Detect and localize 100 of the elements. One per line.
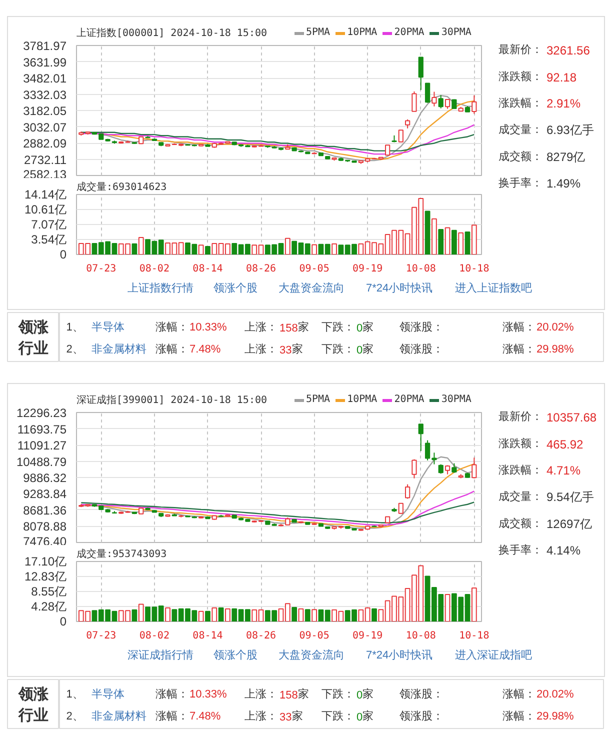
text: 成交额： xyxy=(498,516,542,530)
text: 6.93亿手 xyxy=(546,123,594,138)
chart-title: 深证成指[399001] 2024-10-18 15:00 xyxy=(76,394,268,406)
text: 下跌： xyxy=(322,344,354,356)
bar xyxy=(132,243,138,254)
text: 进入上证指数吧 xyxy=(455,282,532,294)
text: 领涨股： xyxy=(400,688,444,700)
y-tick-label: 8681.36 xyxy=(23,504,67,518)
bar xyxy=(225,608,230,622)
text: 上证指数行情 xyxy=(128,282,194,294)
y-tick-label: 11091.27 xyxy=(17,438,67,452)
y-tick-label: 3631.99 xyxy=(23,55,67,70)
text: 涨幅： xyxy=(156,710,188,722)
text: 换手率： xyxy=(498,176,542,190)
legend-label: 30PMA xyxy=(441,27,472,38)
text: 领涨股： xyxy=(400,322,444,334)
legend-label: 20PMA xyxy=(394,394,424,405)
text: 3261.56 xyxy=(546,44,590,58)
text: 0 xyxy=(356,344,363,356)
bar xyxy=(138,237,144,254)
text: 4.71% xyxy=(546,464,581,478)
text: 9.54亿手 xyxy=(546,490,594,504)
candlestick xyxy=(472,94,477,114)
candlestick xyxy=(444,98,450,110)
text: 涨幅： xyxy=(502,710,536,722)
text: 领涨个股 xyxy=(214,650,258,662)
bar xyxy=(438,228,444,254)
bar xyxy=(471,224,477,254)
text: 1、 xyxy=(66,688,84,700)
text: 上涨： xyxy=(244,320,278,334)
bar xyxy=(165,607,170,622)
text: 涨跌幅： xyxy=(498,98,542,110)
text: 10.33% xyxy=(190,688,228,700)
candlestick xyxy=(418,424,424,452)
text: 成交额： xyxy=(498,150,542,163)
candlestick xyxy=(472,457,477,479)
text: 领涨行业 xyxy=(18,686,50,724)
text: 33 xyxy=(280,712,292,724)
text: 29.98% xyxy=(536,710,574,722)
bar xyxy=(284,238,290,254)
y-tick-label: 2732.11 xyxy=(24,152,67,167)
text: 大盘资金流向 xyxy=(278,648,344,662)
text: 涨跌额： xyxy=(498,70,542,83)
text: 0 xyxy=(356,322,363,334)
text: 家 xyxy=(292,710,303,722)
text: 下跌： xyxy=(322,710,354,722)
text: 最新价： xyxy=(498,43,542,56)
chart-title: 成交量:953743093 xyxy=(76,548,167,560)
candlestick xyxy=(418,56,424,90)
bar xyxy=(372,608,377,622)
candlestick xyxy=(385,144,390,156)
text: 半导体 xyxy=(92,688,124,700)
candlestick xyxy=(452,462,457,474)
y-tick-label: 3482.01 xyxy=(23,72,67,86)
text: 10357.68 xyxy=(546,410,597,425)
x-tick-label: 10-18 xyxy=(459,264,490,274)
text: 33 xyxy=(280,344,292,356)
line-series xyxy=(80,132,475,152)
candlestick xyxy=(438,464,444,474)
text: 涨幅： xyxy=(156,688,188,700)
text: 领涨股： xyxy=(400,344,444,356)
text: 非金属材料 xyxy=(92,342,146,356)
x-tick-label: 07-23 xyxy=(86,630,116,642)
text: 7.48% xyxy=(190,344,221,356)
y-tick-label: 3032.07 xyxy=(23,120,67,134)
x-tick-label: 08-14 xyxy=(192,264,223,274)
text: 进入深证成指吧 xyxy=(455,648,532,662)
y-tick-label: 0 xyxy=(60,248,67,262)
candlestick xyxy=(438,94,444,109)
y-tick-label: 14.14亿 xyxy=(24,188,66,202)
line-series xyxy=(80,490,475,526)
legend-label: 5PMA xyxy=(306,394,330,405)
y-tick-label: 3182.05 xyxy=(23,104,67,118)
text: 换手率： xyxy=(498,544,542,557)
legend-label: 30PMA xyxy=(441,394,472,405)
text: 深证成指行情 xyxy=(128,648,194,662)
text: 7.48% xyxy=(190,710,221,722)
y-tick-label: 3781.97 xyxy=(23,39,67,53)
bar xyxy=(304,609,310,622)
text: 上涨： xyxy=(244,688,278,700)
text: 465.92 xyxy=(546,437,584,452)
bar xyxy=(198,244,204,254)
y-tick-label: 11693.75 xyxy=(17,422,67,436)
bar xyxy=(471,588,477,622)
x-tick-label: 09-19 xyxy=(352,264,383,274)
x-tick-label: 08-02 xyxy=(139,630,170,642)
text: 家 xyxy=(298,688,310,700)
text: 0 xyxy=(356,690,363,702)
y-tick-label: 12296.23 xyxy=(16,406,67,420)
bar xyxy=(138,604,144,622)
text: 1、 xyxy=(66,322,84,334)
text: 家 xyxy=(298,320,310,334)
text: 2、 xyxy=(66,344,84,356)
text: 涨跌额： xyxy=(498,436,542,450)
text: 领涨股： xyxy=(400,710,444,722)
text: 家 xyxy=(362,688,374,700)
x-tick-label: 10-08 xyxy=(406,264,436,274)
y-tick-label: 7.07亿 xyxy=(31,218,67,232)
y-tick-label: 9283.84 xyxy=(23,487,67,502)
y-tick-label: 12.83亿 xyxy=(24,569,66,584)
